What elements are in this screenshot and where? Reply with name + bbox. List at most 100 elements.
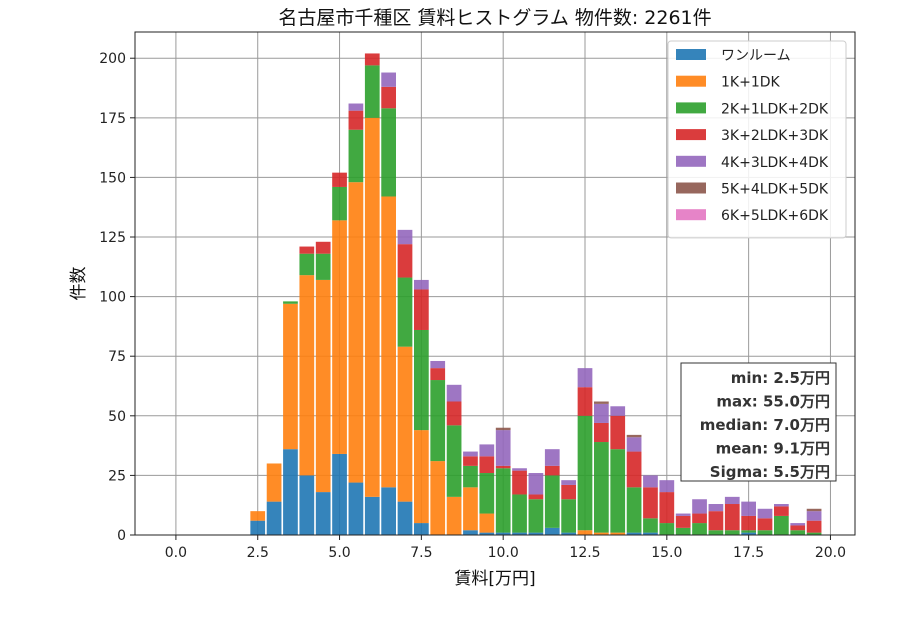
- bar-segment-series-2: [774, 515, 789, 535]
- x-tick-label: 17.5: [733, 545, 764, 561]
- legend-swatch: [676, 49, 706, 60]
- legend-label: 5K+4LDK+5DK: [721, 182, 829, 198]
- bar-segment-series-4: [414, 279, 429, 290]
- bar-segment-series-3: [299, 246, 315, 254]
- bar-segment-series-2: [757, 530, 773, 535]
- x-tick-label: 15.0: [651, 545, 682, 561]
- bar-segment-series-1: [463, 487, 478, 531]
- y-tick-label: 25: [108, 468, 126, 484]
- bar-segment-series-4: [544, 449, 560, 466]
- y-tick-label: 100: [99, 290, 126, 306]
- legend-label: ワンルーム: [721, 48, 791, 64]
- bar-segment-series-2: [561, 499, 576, 533]
- y-tick-label: 125: [99, 230, 126, 246]
- bar-segment-series-4: [561, 480, 576, 485]
- y-axis-label: 件数: [69, 267, 89, 301]
- x-axis-label: 賃料[万円]: [454, 569, 535, 589]
- legend-frame: [667, 40, 847, 239]
- bar-segment-series-3: [741, 515, 756, 531]
- bar-segment-series-2: [544, 475, 560, 528]
- bar-segment-series-0: [495, 532, 511, 535]
- bar-segment-series-1: [577, 530, 593, 535]
- bar-segment-series-3: [708, 511, 724, 531]
- bar-segment-series-4: [675, 513, 691, 516]
- bar-segment-series-4: [741, 501, 756, 516]
- bar-segment-series-2: [659, 523, 675, 535]
- bar-segment-series-0: [348, 482, 364, 535]
- bar-segment-series-1: [266, 463, 282, 502]
- bar-segment-series-2: [315, 253, 331, 280]
- bar-segment-series-3: [692, 513, 707, 524]
- bar-segment-series-3: [724, 504, 740, 531]
- bar-segment-series-4: [806, 511, 822, 521]
- bar-segment-series-2: [675, 527, 691, 535]
- bar-segment-series-0: [299, 475, 315, 535]
- bar-segment-series-0: [266, 501, 282, 535]
- chart-title: 名古屋市千種区 賃料ヒストグラム 物件数: 2261件: [278, 7, 711, 29]
- y-tick-label: 50: [108, 409, 126, 425]
- bar-segment-series-2: [479, 473, 495, 514]
- bar-segment-series-2: [299, 253, 315, 276]
- stat-min: min: 2.5万円: [731, 369, 830, 387]
- x-tick-label: 2.5: [247, 545, 269, 561]
- bar-segment-series-2: [790, 530, 806, 535]
- bar-segment-series-4: [594, 403, 609, 423]
- bar-segment-series-4: [626, 437, 642, 452]
- y-tick-label: 200: [99, 51, 126, 67]
- bar-segment-series-0: [397, 501, 413, 535]
- legend-swatch: [676, 129, 706, 141]
- bar-segment-series-4: [430, 360, 446, 369]
- legend-swatch: [676, 209, 706, 221]
- bar-segment-series-1: [479, 513, 495, 533]
- bar-segment-series-0: [364, 496, 380, 535]
- bar-segment-series-2: [512, 494, 527, 533]
- bar-segment-series-0: [315, 492, 331, 535]
- bar-segment-series-3: [757, 518, 773, 531]
- bar-segment-series-2: [528, 499, 544, 533]
- x-tick-label: 20.0: [815, 545, 846, 561]
- bar-segment-series-2: [708, 530, 724, 535]
- bar-segment-series-4: [446, 384, 462, 402]
- bar-segment-series-2: [414, 329, 429, 431]
- bar-segment-series-1: [446, 496, 462, 535]
- x-axis: 0.0 2.5 5.0 7.5 10.0 12.5 15.0 17.5 20.0: [165, 535, 846, 561]
- y-axis: 0 25 50 75 100 125 150 175 200: [99, 51, 135, 544]
- bar-segment-series-4: [463, 451, 478, 457]
- bar-segment-series-4: [757, 508, 773, 519]
- x-tick-label: 12.5: [569, 545, 600, 561]
- bar-segment-series-2: [381, 108, 396, 197]
- legend-label: 6K+5LDK+6DK: [721, 208, 829, 224]
- bar-segment-series-2: [430, 380, 446, 462]
- bar-segment-series-3: [315, 241, 331, 254]
- bar-segment-series-4: [692, 499, 707, 514]
- bar-segment-series-1: [430, 461, 446, 535]
- bar-segment-series-4: [790, 523, 806, 526]
- bar-segment-series-1: [610, 532, 626, 535]
- bar-segment-series-3: [594, 422, 609, 443]
- x-tick-label: 10.0: [488, 545, 519, 561]
- bar-segment-series-2: [332, 186, 347, 221]
- bar-segment-series-2: [348, 129, 364, 183]
- bar-segment-series-3: [577, 387, 593, 416]
- bar-segment-series-0: [479, 532, 495, 535]
- bar-segment-series-3: [332, 172, 347, 187]
- bar-segment-series-0: [643, 532, 658, 535]
- bar-segment-series-3: [479, 456, 495, 474]
- bar-segment-series-2: [594, 442, 609, 533]
- bar-segment-series-1: [348, 182, 364, 483]
- y-tick-label: 75: [108, 349, 126, 365]
- bar-segment-series-3: [675, 515, 691, 528]
- bars: [250, 53, 822, 535]
- bar-segment-series-3: [512, 470, 527, 495]
- bar-segment-series-0: [381, 487, 396, 535]
- stats-box: min: 2.5万円 max: 55.0万円 median: 7.0万円 mea…: [680, 362, 837, 482]
- y-tick-label: 150: [99, 170, 126, 186]
- bar-segment-series-3: [643, 487, 658, 519]
- bar-segment-series-1: [364, 117, 380, 497]
- bar-segment-series-1: [332, 220, 347, 454]
- bar-segment-series-0: [626, 532, 642, 535]
- bar-segment-series-1: [397, 346, 413, 502]
- bar-segment-series-0: [528, 532, 544, 535]
- legend-label: 2K+1LDK+2DK: [721, 101, 829, 117]
